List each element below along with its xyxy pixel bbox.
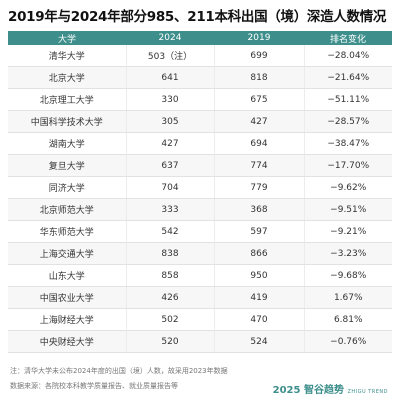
table-row: 湖南大学 427 694 −38.47%: [8, 132, 392, 155]
table-cell: −9.51%: [304, 198, 392, 221]
table-row: 中央财经大学 520 524 −0.76%: [8, 330, 392, 353]
table-cell: −9.21%: [304, 220, 392, 243]
table-cell: 305: [126, 110, 215, 133]
table-row: 清华大学 503（注） 699 −28.04%: [8, 45, 392, 67]
table-cell: 北京大学: [8, 66, 127, 89]
table-cell: 542: [126, 220, 215, 243]
table-cell: −38.47%: [304, 132, 392, 155]
table-row: 中国农业大学 426 419 1.67%: [8, 286, 392, 309]
table-body: 清华大学 503（注） 699 −28.04% 北京大学 641 818 −21.64% 北京理…: [8, 45, 392, 353]
table-row: 同济大学 704 779 −9.62%: [8, 176, 392, 199]
table-cell: 419: [214, 286, 305, 309]
table-cell: 866: [214, 242, 305, 265]
table-cell: 上海交通大学: [8, 242, 127, 265]
footnote: 注：清华大学未公布2024年度的出国（境）人数，故采用2023年数据: [10, 367, 228, 375]
source-note: 数据来源：各院校本科教学质量报告、就业质量报告等: [10, 382, 178, 390]
table-cell: 复旦大学: [8, 154, 127, 177]
table-row: 上海交通大学 838 866 −3.23%: [8, 242, 392, 265]
table-row: 北京大学 641 818 −21.64%: [8, 66, 392, 89]
table-cell: 838: [126, 242, 215, 265]
table-row: 华东师范大学 542 597 −9.21%: [8, 220, 392, 243]
title: 2019年与2024年部分985、211本科出国（境）深造人数情况: [8, 9, 387, 25]
table-row: 北京师范大学 333 368 −9.51%: [8, 198, 392, 221]
table-cell: 368: [214, 198, 305, 221]
table-cell: 699: [214, 45, 305, 67]
table-cell: 704: [126, 176, 215, 199]
table-cell: 426: [126, 286, 215, 309]
table-cell: 333: [126, 198, 215, 221]
data-table: 大学 2024 2019 排名变化 清华大学 503（注） 699 −28.04% 北京大学 6…: [8, 31, 392, 353]
table-cell: 330: [126, 88, 215, 111]
table-cell: 中国科学技术大学: [8, 110, 127, 133]
table-cell: −51.11%: [304, 88, 392, 111]
table-cell: 694: [214, 132, 305, 155]
table-cell: −0.76%: [304, 330, 392, 353]
table-cell: 427: [214, 110, 305, 133]
table-cell: 北京理工大学: [8, 88, 127, 111]
table-cell: −21.64%: [304, 66, 392, 89]
table-row: 复旦大学 637 774 −17.70%: [8, 154, 392, 177]
table-cell: 中央财经大学: [8, 330, 127, 353]
logo-year: 2025: [272, 385, 301, 396]
table-cell: −3.23%: [304, 242, 392, 265]
table-cell: −17.70%: [304, 154, 392, 177]
table-cell: 6.81%: [304, 308, 392, 331]
column-header: 2024: [126, 31, 214, 45]
table-cell: −28.57%: [304, 110, 392, 133]
table-cell: 华东师范大学: [8, 220, 127, 243]
table-cell: 山东大学: [8, 264, 127, 287]
column-header: 排名变化: [304, 31, 392, 45]
table-cell: 641: [126, 66, 215, 89]
table-cell: 950: [214, 264, 305, 287]
table-cell: 520: [126, 330, 215, 353]
table-cell: 675: [214, 88, 305, 111]
table-cell: 503（注）: [126, 45, 215, 67]
table-row: 北京理工大学 330 675 −51.11%: [8, 88, 392, 111]
table-cell: −28.04%: [304, 45, 392, 67]
table-cell: 上海财经大学: [8, 308, 127, 331]
table-cell: 779: [214, 176, 305, 199]
table-cell: 1.67%: [304, 286, 392, 309]
table-cell: 清华大学: [8, 45, 127, 67]
table-cell: 597: [214, 220, 305, 243]
column-header: 大学: [8, 31, 126, 45]
table-cell: −9.62%: [304, 176, 392, 199]
table-cell: −9.68%: [304, 264, 392, 287]
table-cell: 637: [126, 154, 215, 177]
logo-name: 智谷趋势: [303, 385, 344, 396]
logo-sub: ZHIGU TREND: [347, 389, 388, 395]
header-row: 大学 2024 2019 排名变化: [8, 31, 392, 45]
table-cell: 北京师范大学: [8, 198, 127, 221]
table-cell: 774: [214, 154, 305, 177]
table-cell: 858: [126, 264, 215, 287]
logo: 2025 智谷趋势 ZHIGU TREND: [273, 381, 388, 396]
table-cell: 同济大学: [8, 176, 127, 199]
table-cell: 818: [214, 66, 305, 89]
table-cell: 502: [126, 308, 215, 331]
table-cell: 中国农业大学: [8, 286, 127, 309]
table-row: 山东大学 858 950 −9.68%: [8, 264, 392, 287]
table-cell: 427: [126, 132, 215, 155]
table-row: 中国科学技术大学 305 427 −28.57%: [8, 110, 392, 133]
table-cell: 524: [214, 330, 305, 353]
column-header: 2019: [214, 31, 304, 45]
table-cell: 湖南大学: [8, 132, 127, 155]
table-row: 上海财经大学 502 470 6.81%: [8, 308, 392, 331]
table-cell: 470: [214, 308, 305, 331]
